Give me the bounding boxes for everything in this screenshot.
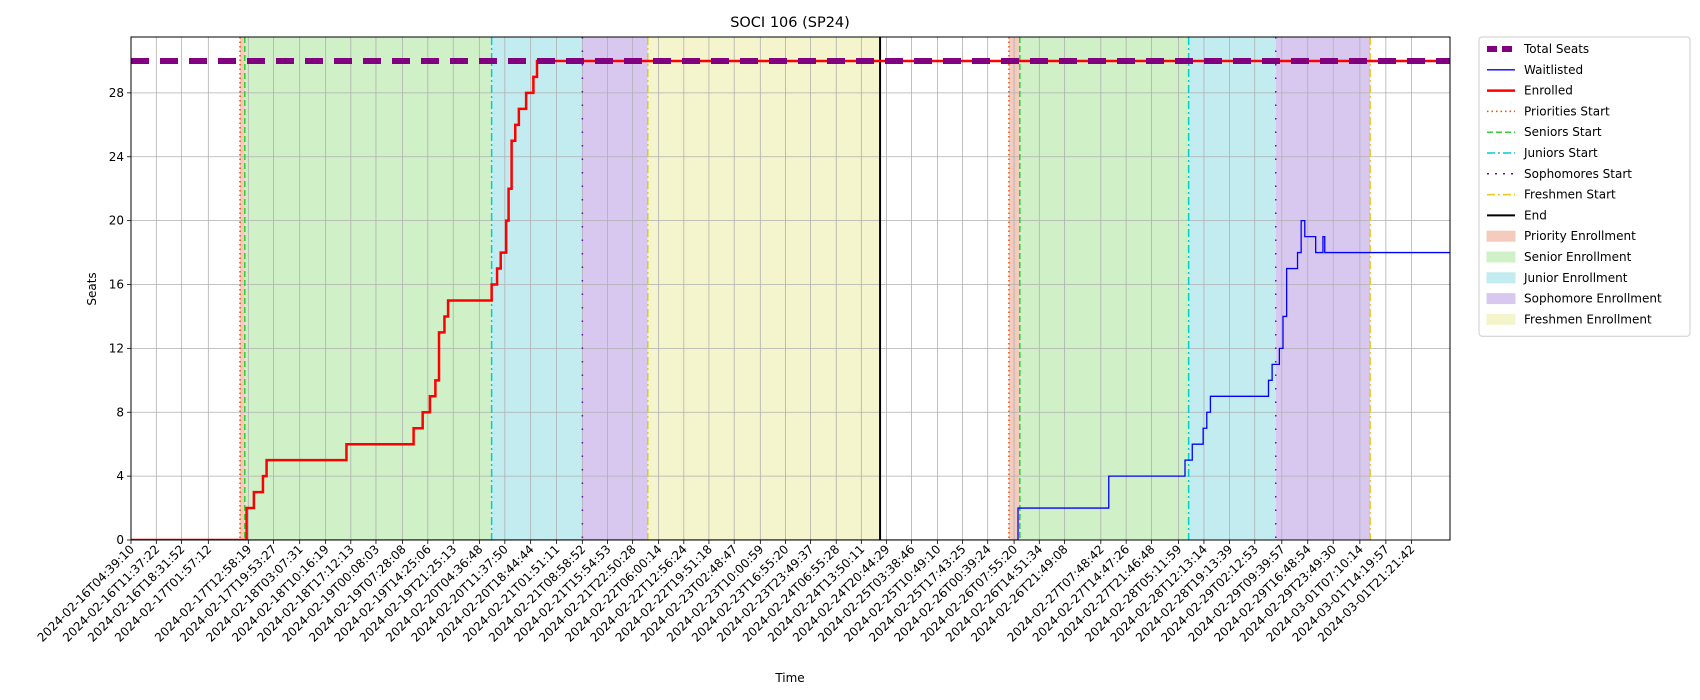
period-senior-enrollment	[1019, 37, 1189, 540]
axes-frame	[130, 36, 1451, 541]
plot-area: 2024-02-16T04:39:102024-02-16T11:37:2220…	[35, 36, 1451, 645]
legend-box	[1478, 36, 1691, 337]
legend-label-priorities-start: Priorities Start	[1524, 104, 1610, 118]
legend-label-freshmen-start: Freshmen Start	[1524, 188, 1616, 202]
legend-label-total-seats: Total Seats	[1523, 42, 1589, 56]
legend-label-senior-enrollment: Senior Enrollment	[1524, 250, 1632, 264]
legend-label-juniors-start: Juniors Start	[1523, 146, 1598, 160]
legend-swatch-sophomore-enrollment	[1486, 293, 1516, 305]
period-sophomore-enrollment	[582, 37, 648, 540]
legend-label-priority-enrollment: Priority Enrollment	[1524, 229, 1636, 243]
period-priority-enrollment	[240, 37, 245, 540]
y-tick-label: 28	[109, 86, 124, 100]
y-tick-label: 12	[109, 341, 124, 355]
y-tick-label: 20	[109, 214, 124, 228]
x-axis-label: Time	[774, 671, 804, 685]
legend-swatch-freshmen-enrollment	[1486, 313, 1516, 325]
legend-label-sophomore-enrollment: Sophomore Enrollment	[1524, 292, 1662, 306]
legend-label-waitlisted: Waitlisted	[1524, 63, 1583, 77]
y-tick-label: 4	[116, 469, 124, 483]
legend-label-freshmen-enrollment: Freshmen Enrollment	[1524, 312, 1652, 326]
y-tick-label: 8	[116, 405, 124, 419]
legend-label-enrolled: Enrolled	[1524, 84, 1573, 98]
period-senior-enrollment	[244, 37, 492, 540]
legend-label-seniors-start: Seniors Start	[1524, 125, 1602, 139]
y-tick-label: 0	[116, 533, 124, 547]
y-tick-label: 16	[109, 278, 124, 292]
legend-swatch-senior-enrollment	[1486, 251, 1516, 263]
period-sophomore-enrollment	[1275, 37, 1371, 540]
legend: Total Seats Waitlisted Enrolled Priorities …	[1478, 36, 1691, 337]
y-axis-label: Seats	[85, 272, 99, 305]
series-enrolled	[131, 59, 1450, 540]
series-waitlisted	[131, 219, 1450, 540]
period-freshmen-enrollment	[647, 37, 881, 540]
period-junior-enrollment	[1188, 37, 1276, 540]
period-junior-enrollment	[491, 37, 583, 540]
legend-label-sophomores-start: Sophomores Start	[1524, 167, 1632, 181]
legend-label-junior-enrollment: Junior Enrollment	[1523, 271, 1628, 285]
legend-label-end: End	[1524, 208, 1547, 222]
chart-title: SOCI 106 (SP24)	[730, 15, 850, 31]
legend-swatch-junior-enrollment	[1486, 272, 1516, 284]
legend-swatch-priority-enrollment	[1486, 230, 1516, 242]
y-tick-label: 24	[109, 150, 124, 164]
